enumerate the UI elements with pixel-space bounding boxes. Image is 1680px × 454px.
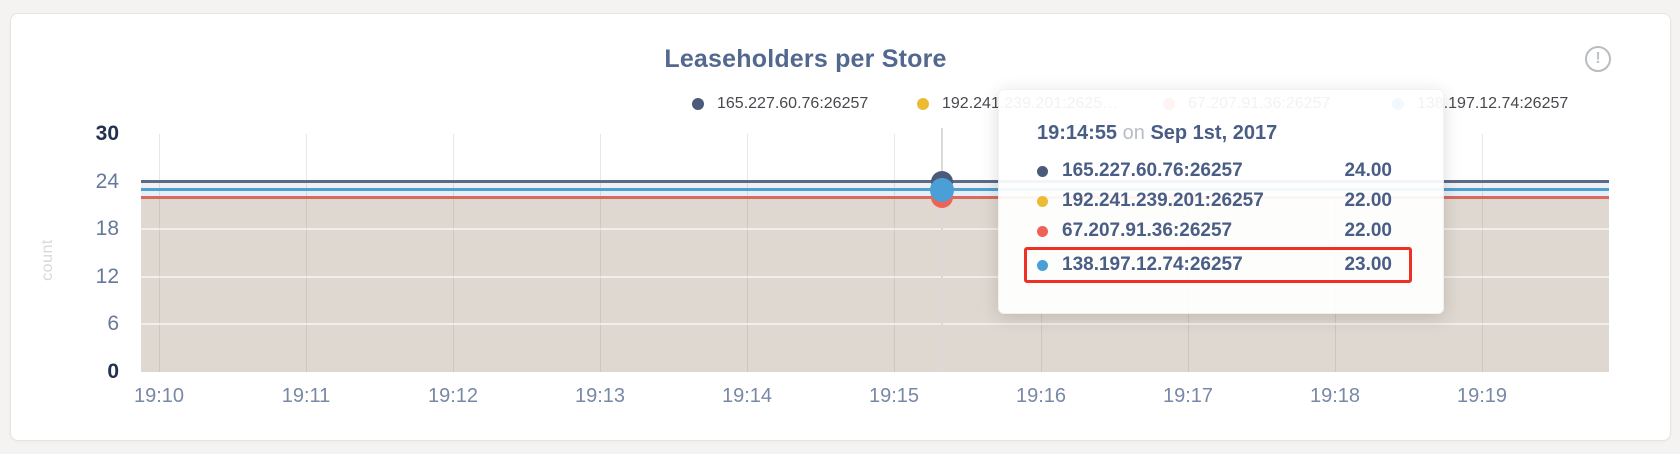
x-axis-tick: 19:14 (721, 385, 773, 407)
tooltip-series-value: 22.00 (1344, 220, 1392, 241)
tooltip-conjunction: on (1122, 122, 1145, 144)
x-axis-tick: 19:18 (1309, 385, 1361, 407)
tooltip-highlight: 138.197.12.74:26257 23.00 (1024, 247, 1412, 283)
y-axis-tick: 6 (107, 312, 119, 335)
tooltip-rows: 165.227.60.76:26257 24.00 192.241.239.20… (1024, 156, 1412, 283)
y-axis-tick: 24 (95, 170, 119, 193)
tooltip-series-label: 192.241.239.201:26257 (1062, 190, 1264, 211)
series-dot-icon (1037, 165, 1048, 177)
x-axis-tick: 19:12 (427, 385, 479, 407)
tooltip-row: 165.227.60.76:26257 24.00 (1037, 156, 1392, 186)
x-axis-tick: 19:16 (1015, 385, 1067, 407)
y-axis-tick: 18 (95, 217, 119, 240)
series-dot-icon (692, 98, 704, 110)
legend-label: 138.197.12.74:26257 (1417, 95, 1569, 112)
tooltip-series-value: 24.00 (1344, 160, 1392, 181)
x-axis-tick: 19:10 (133, 385, 185, 407)
x-axis-tick: 19:13 (574, 385, 626, 407)
legend-label: 165.227.60.76:26257 (717, 95, 869, 112)
x-axis-tick: 19:11 (281, 385, 331, 407)
y-axis-tick: 30 (95, 122, 119, 145)
legend-item[interactable]: 165.227.60.76:26257 (692, 94, 868, 114)
series-dot-icon (917, 98, 929, 110)
x-axis-tick: 19:17 (1162, 385, 1214, 407)
series-dot-icon (1037, 259, 1048, 271)
tooltip-date: Sep 1st, 2017 (1150, 122, 1278, 144)
series-dot-icon (1037, 225, 1048, 237)
exclamation-circle-icon[interactable]: ! (1585, 46, 1611, 72)
tooltip-series-label: 138.197.12.74:26257 (1062, 254, 1243, 275)
x-axis-tick: 19:15 (868, 385, 920, 407)
tooltip-row: 67.207.91.36:26257 22.00 (1037, 216, 1392, 246)
y-axis-label: count (39, 239, 56, 281)
tooltip-row: 138.197.12.74:26257 23.00 (1037, 250, 1392, 280)
chart-tooltip: 19:14:55 on Sep 1st, 2017 165.227.60.76:… (998, 89, 1444, 314)
tooltip-timestamp: 19:14:55 on Sep 1st, 2017 (1037, 120, 1409, 146)
x-axis-tick: 19:19 (1456, 385, 1508, 407)
series-dot-icon (1037, 195, 1048, 207)
y-axis-tick: 12 (95, 265, 119, 288)
chart-title: Leaseholders per Store (664, 45, 947, 73)
tooltip-series-value: 22.00 (1344, 190, 1392, 211)
tooltip-series-value: 23.00 (1344, 254, 1392, 275)
chart-card: Leaseholders per Store ! 165.227.60.76:2… (10, 13, 1671, 441)
tooltip-row: 192.241.239.201:26257 22.00 (1037, 186, 1392, 216)
tooltip-series-label: 165.227.60.76:26257 (1062, 160, 1243, 181)
y-axis-tick: 0 (107, 360, 119, 383)
tooltip-series-label: 67.207.91.36:26257 (1062, 220, 1233, 241)
tooltip-time: 19:14:55 (1037, 122, 1118, 144)
